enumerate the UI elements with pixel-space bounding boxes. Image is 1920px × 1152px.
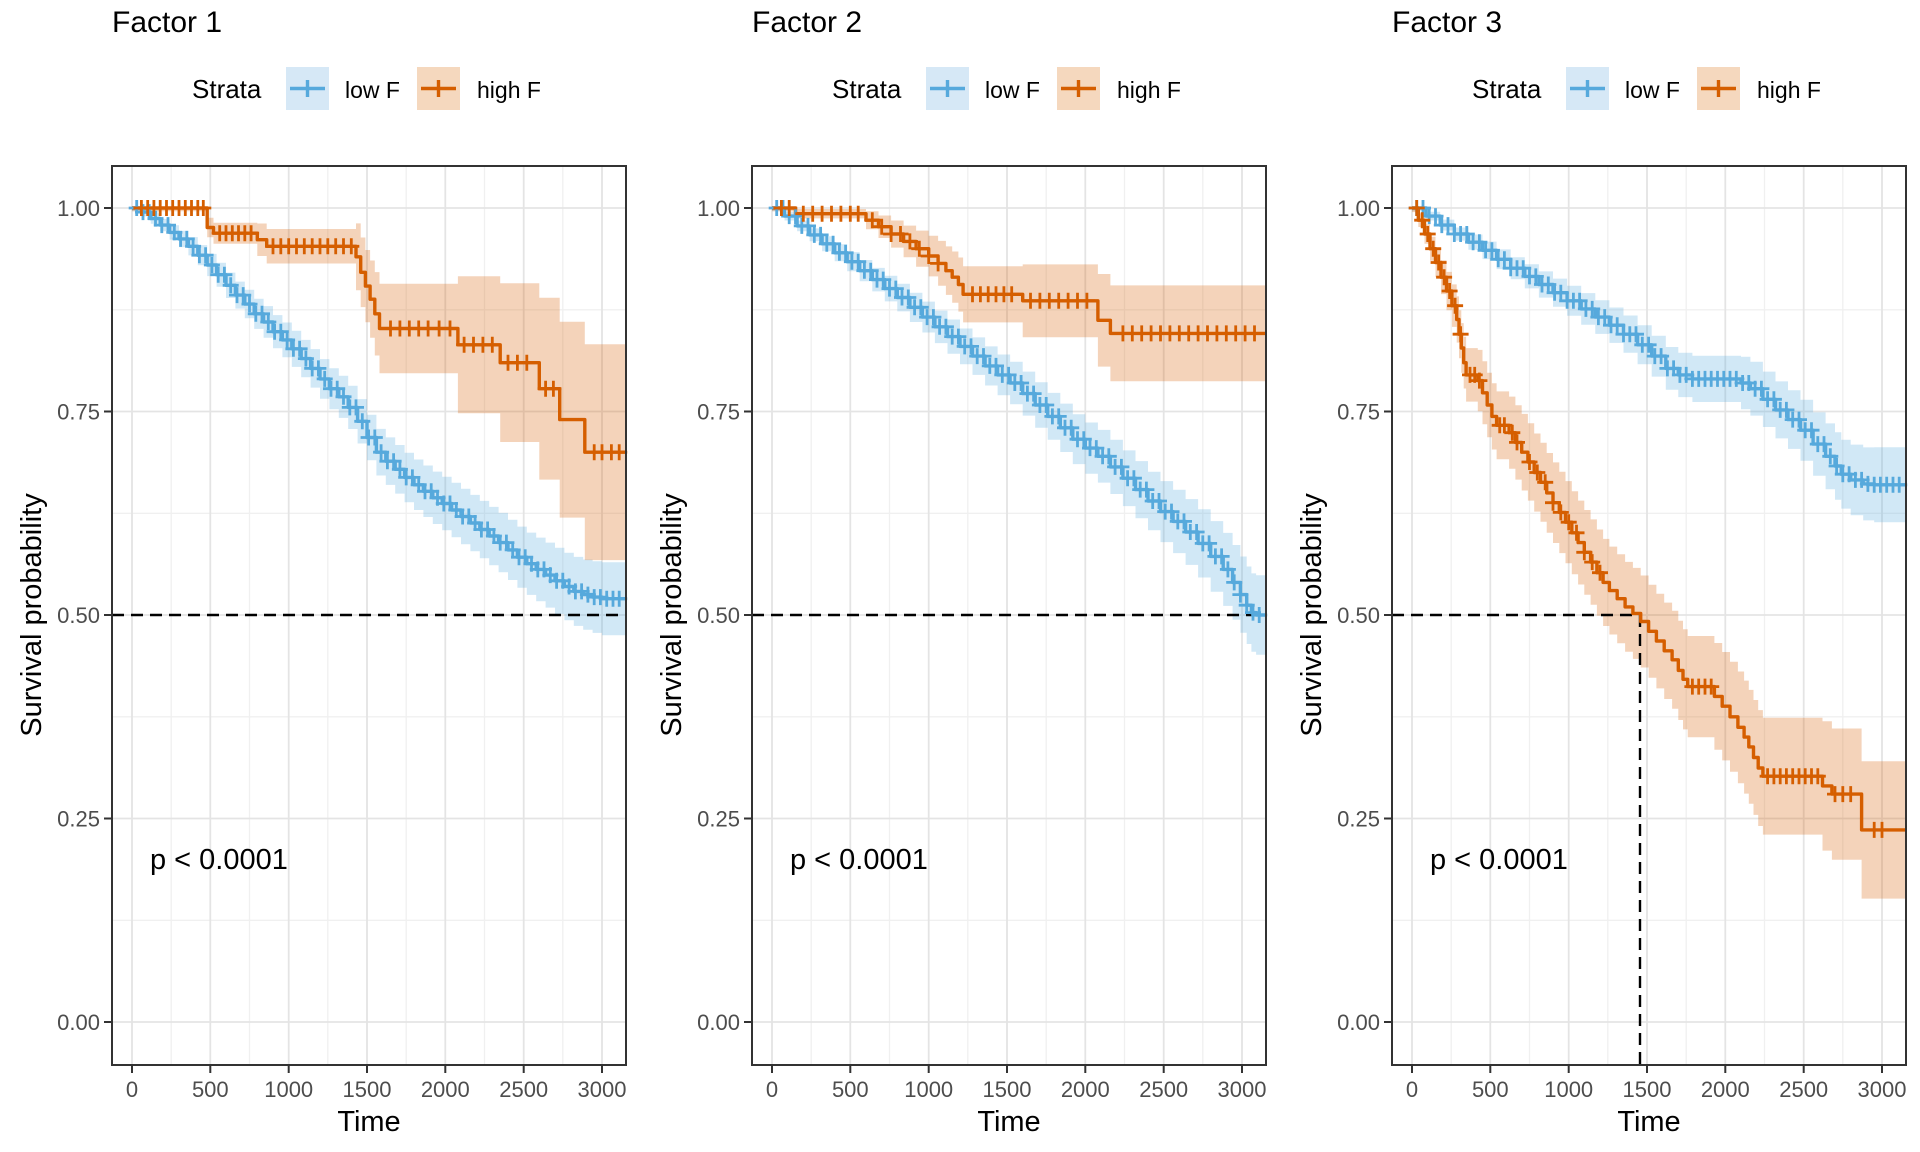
strata-legend: Strata low F high F <box>640 67 1280 111</box>
legend-label-low-f: low F <box>1625 77 1680 103</box>
svg-text:2000: 2000 <box>1701 1077 1750 1102</box>
ci-ribbon-high-f <box>1412 208 1905 908</box>
svg-text:1.00: 1.00 <box>1337 196 1380 221</box>
svg-text:0.00: 0.00 <box>57 1010 100 1035</box>
x-axis-title: Time <box>337 1106 401 1138</box>
y-axis: 0.00 0.25 0.50 0.75 1.00 <box>697 196 752 1035</box>
x-axis: 0 500 1000 1500 2000 2500 3000 <box>126 1065 627 1102</box>
legend-label-high-f: high F <box>477 77 541 103</box>
svg-text:0.50: 0.50 <box>697 603 740 628</box>
svg-text:1.00: 1.00 <box>57 196 100 221</box>
x-axis-title: Time <box>977 1106 1041 1138</box>
p-value-annotation: p < 0.0001 <box>150 844 288 876</box>
legend-key-low-f-icon <box>286 67 329 110</box>
x-axis: 0 500 1000 1500 2000 2500 3000 <box>766 1065 1267 1102</box>
panel-factor-3: Factor 3 Strata low F high F 0 500 1000 150… <box>1280 0 1920 1152</box>
survival-curve-low-f <box>1412 206 1905 487</box>
km-plot-factor-2: 0 500 1000 1500 2000 2500 3000 0.00 0.25 0.50 0.75… <box>697 165 1268 1102</box>
svg-text:1500: 1500 <box>983 1077 1032 1102</box>
svg-text:0.75: 0.75 <box>57 400 100 425</box>
x-axis-title: Time <box>1617 1106 1681 1138</box>
strata-legend: Strata low F high F <box>1280 67 1920 111</box>
legend-key-high-f-icon <box>1057 67 1100 110</box>
panel-factor-1: Factor 1 Strata low F high F 0 500 1000 150… <box>0 0 640 1152</box>
median-reference-lines <box>1392 613 1642 1065</box>
svg-text:0.75: 0.75 <box>1337 400 1380 425</box>
svg-text:1000: 1000 <box>1544 1077 1593 1102</box>
panel-title: Factor 1 <box>112 6 223 39</box>
svg-text:500: 500 <box>832 1077 869 1102</box>
legend-title: Strata <box>1472 74 1542 104</box>
legend-key-high-f-icon <box>1697 67 1740 110</box>
y-axis-title: Survival probability <box>1296 493 1328 737</box>
svg-text:1000: 1000 <box>904 1077 953 1102</box>
panel-title: Factor 2 <box>752 6 863 39</box>
legend-key-high-f-icon <box>417 67 460 110</box>
y-axis-title: Survival probability <box>656 493 688 737</box>
y-axis-title: Survival probability <box>16 493 48 737</box>
legend-label-low-f: low F <box>985 77 1040 103</box>
x-axis: 0 500 1000 1500 2000 2500 3000 <box>1406 1065 1907 1102</box>
legend-label-high-f: high F <box>1117 77 1181 103</box>
svg-text:2500: 2500 <box>499 1077 548 1102</box>
svg-text:0.00: 0.00 <box>697 1010 740 1035</box>
legend-key-low-f-icon <box>926 67 969 110</box>
legend-title: Strata <box>192 74 262 104</box>
ci-ribbon-low-f <box>1412 208 1905 526</box>
svg-text:1.00: 1.00 <box>697 196 740 221</box>
ci-ribbon-high-f <box>132 208 625 579</box>
svg-text:2500: 2500 <box>1779 1077 1828 1102</box>
legend-label-high-f: high F <box>1757 77 1821 103</box>
legend-key-low-f-icon <box>1566 67 1609 110</box>
p-value-annotation: p < 0.0001 <box>790 844 928 876</box>
svg-text:2000: 2000 <box>421 1077 470 1102</box>
km-plot-factor-3: 0 500 1000 1500 2000 2500 3000 0.00 0.25 0.50 0.75… <box>1337 165 1908 1102</box>
p-value-annotation: p < 0.0001 <box>1430 844 1568 876</box>
svg-text:2500: 2500 <box>1139 1077 1188 1102</box>
svg-text:1000: 1000 <box>264 1077 313 1102</box>
svg-text:0.25: 0.25 <box>1337 807 1380 832</box>
panel-factor-2: Factor 2 Strata low F high F 0 500 1000 150… <box>640 0 1280 1152</box>
legend-label-low-f: low F <box>345 77 400 103</box>
svg-text:3000: 3000 <box>578 1077 627 1102</box>
strata-legend: Strata low F high F <box>0 67 640 111</box>
ci-ribbon-high-f <box>772 208 1265 397</box>
svg-text:1500: 1500 <box>1623 1077 1672 1102</box>
svg-text:0.50: 0.50 <box>57 603 100 628</box>
svg-text:2000: 2000 <box>1061 1077 1110 1102</box>
svg-text:500: 500 <box>1472 1077 1509 1102</box>
svg-text:0.25: 0.25 <box>697 807 740 832</box>
svg-text:0: 0 <box>126 1077 138 1102</box>
svg-text:0: 0 <box>1406 1077 1418 1102</box>
legend-title: Strata <box>832 74 902 104</box>
svg-text:3000: 3000 <box>1218 1077 1267 1102</box>
survival-curve-low-f <box>772 206 1265 617</box>
svg-text:0: 0 <box>766 1077 778 1102</box>
svg-text:0.75: 0.75 <box>697 400 740 425</box>
censor-marks-high-f <box>1408 200 1890 838</box>
svg-text:1500: 1500 <box>343 1077 392 1102</box>
svg-text:3000: 3000 <box>1858 1077 1907 1102</box>
censor-marks-high-f <box>133 200 628 461</box>
y-axis: 0.00 0.25 0.50 0.75 1.00 <box>1337 196 1392 1035</box>
y-axis: 0.00 0.25 0.50 0.75 1.00 <box>57 196 112 1035</box>
svg-text:500: 500 <box>192 1077 229 1102</box>
svg-text:0.50: 0.50 <box>1337 603 1380 628</box>
svg-text:0.00: 0.00 <box>1337 1010 1380 1035</box>
censor-marks-high-f <box>773 200 1263 342</box>
panel-title: Factor 3 <box>1392 6 1503 39</box>
svg-text:0.25: 0.25 <box>57 807 100 832</box>
km-plot-factor-1: 0 500 1000 1500 2000 2500 3000 0.00 0.25 0.50 0.75… <box>57 165 628 1102</box>
